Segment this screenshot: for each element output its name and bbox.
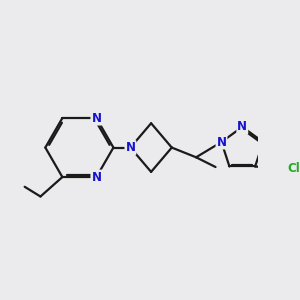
- Text: N: N: [92, 171, 101, 184]
- Text: N: N: [217, 136, 226, 148]
- Text: Cl: Cl: [288, 162, 300, 176]
- Text: N: N: [237, 120, 247, 134]
- Text: N: N: [92, 112, 101, 124]
- Text: N: N: [125, 141, 135, 154]
